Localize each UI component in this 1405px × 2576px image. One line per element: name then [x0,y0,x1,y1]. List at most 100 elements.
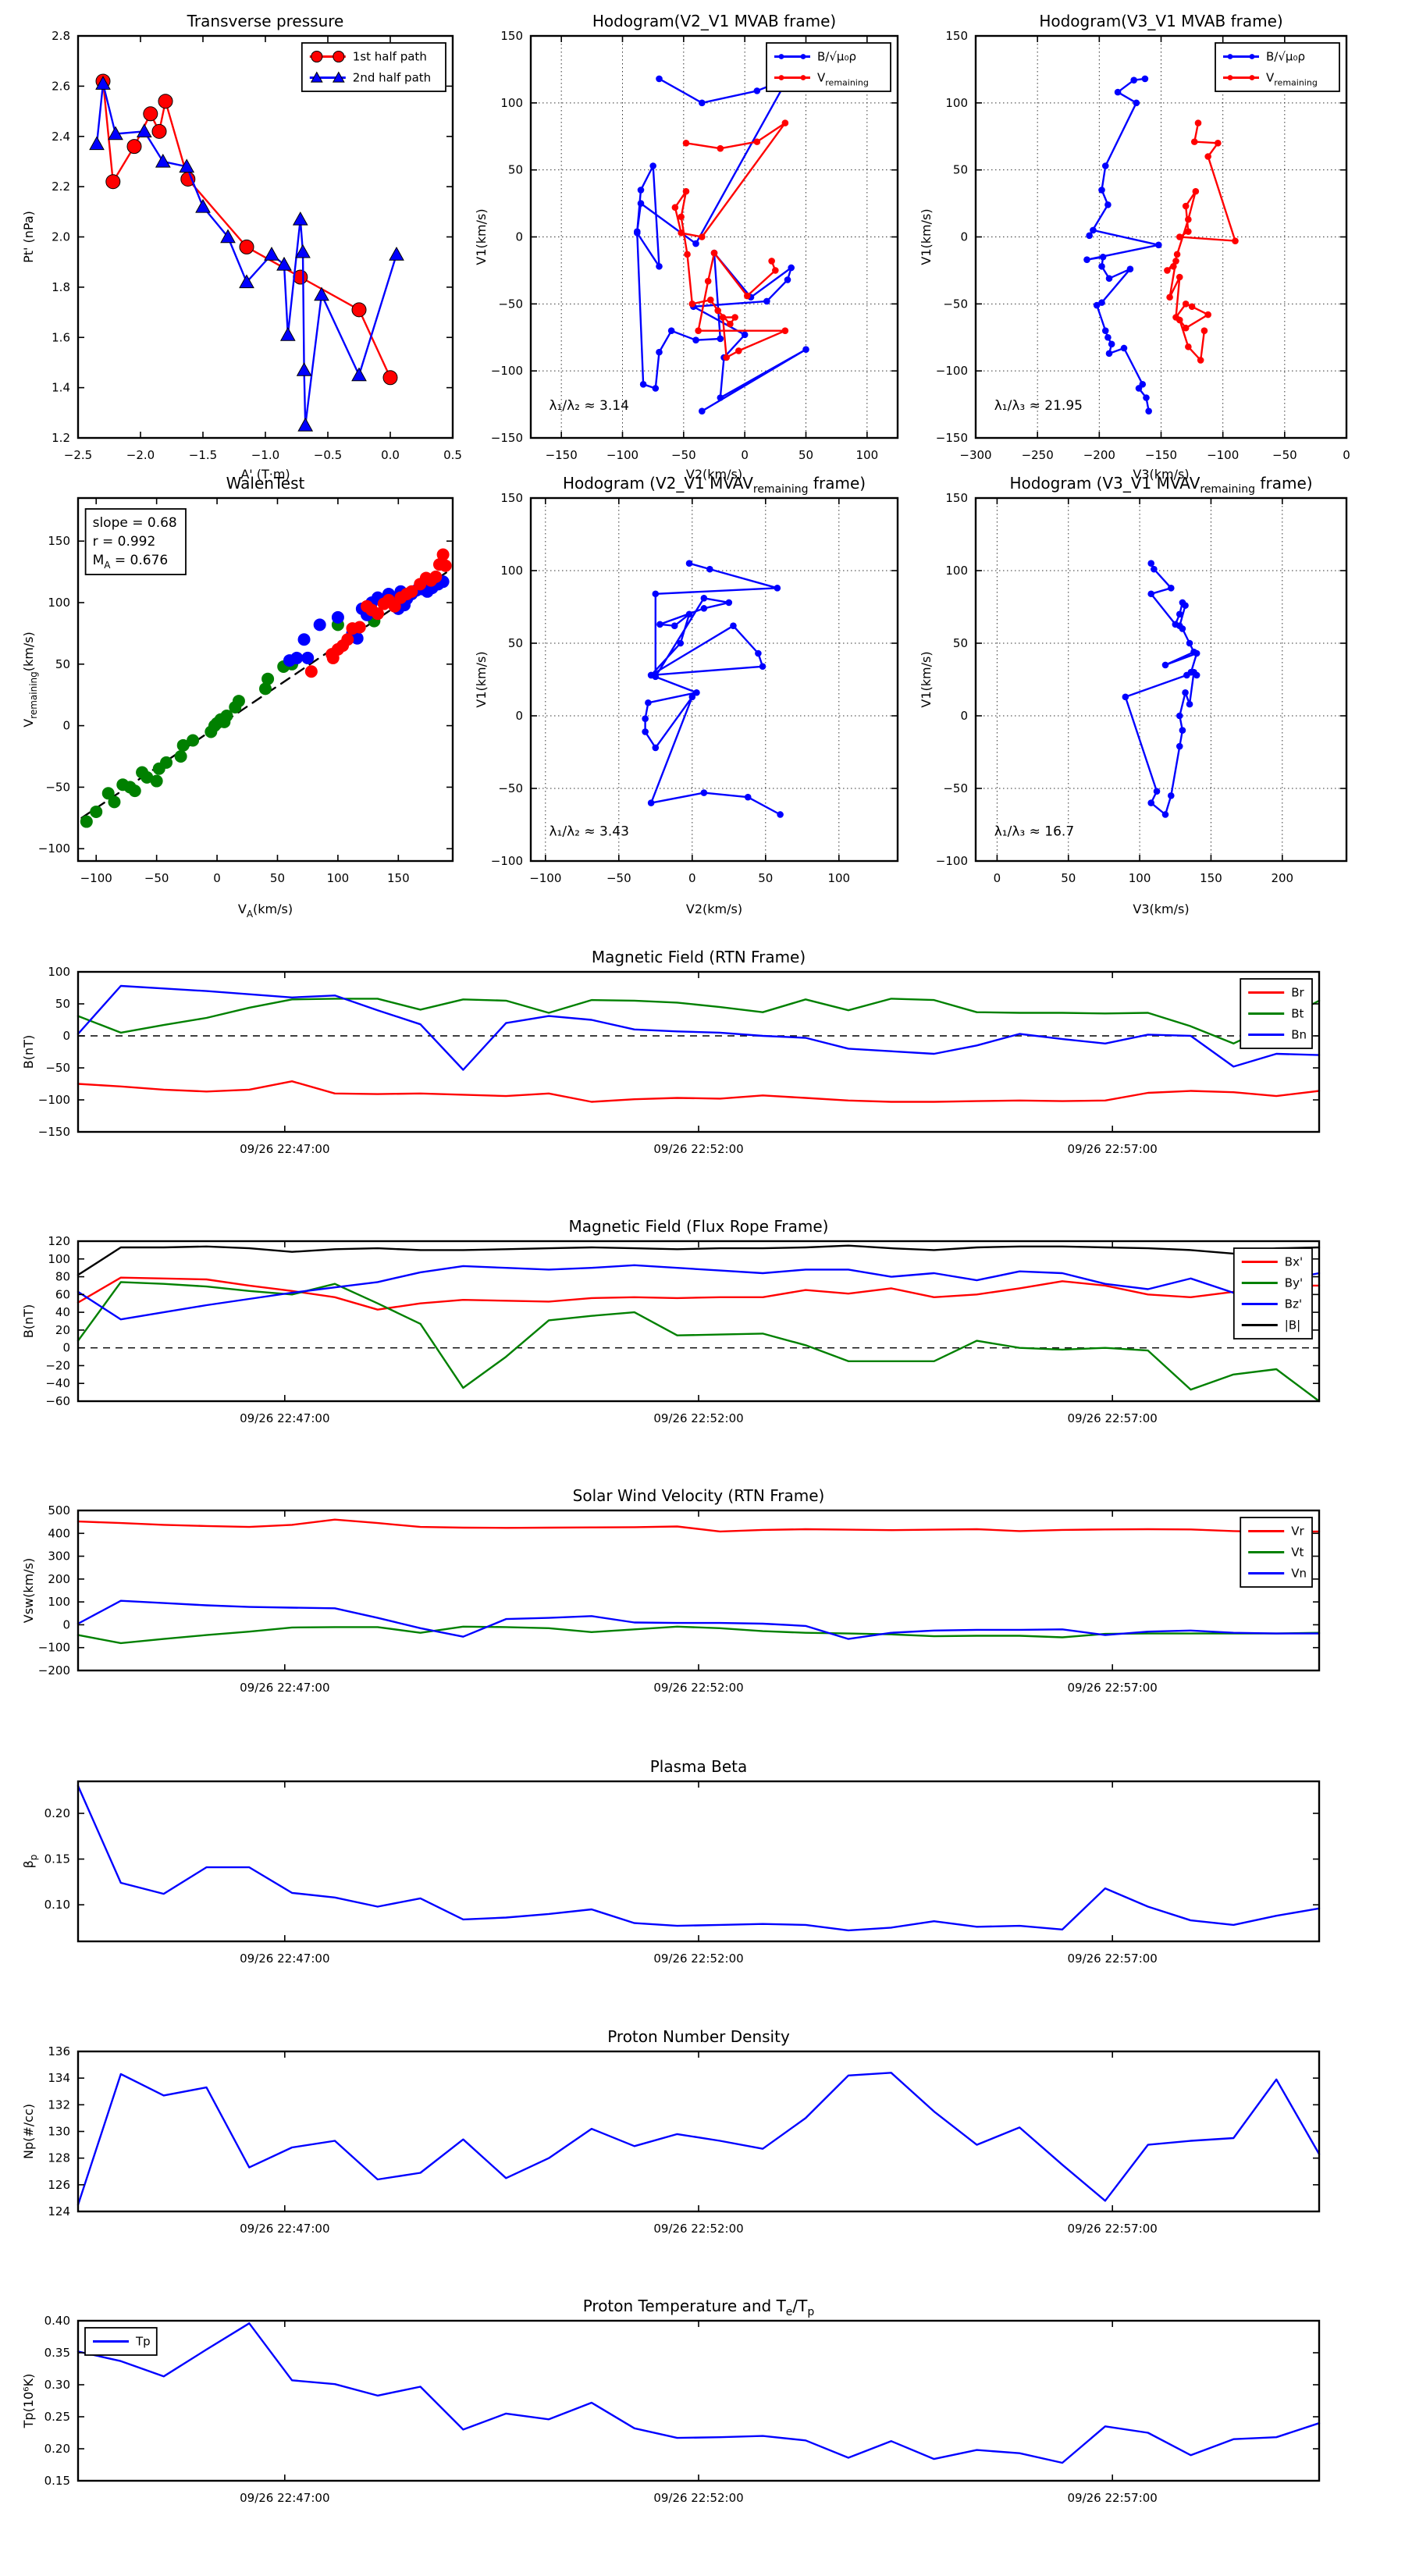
svg-text:−150: −150 [38,1125,70,1139]
svg-text:−150: −150 [491,431,523,445]
svg-text:−50: −50 [45,1061,70,1075]
svg-text:126: 126 [48,2178,70,2192]
svg-text:V3(km/s): V3(km/s) [1133,467,1189,482]
svg-text:0.35: 0.35 [44,2346,70,2360]
svg-text:100: 100 [48,596,70,610]
svg-text:09/26 22:47:00: 09/26 22:47:00 [240,1142,329,1156]
svg-text:Np(#/cc): Np(#/cc) [21,2104,36,2159]
svg-text:0.15: 0.15 [44,2474,70,2488]
svg-text:Hodogram(V2_V1 MVAB frame): Hodogram(V2_V1 MVAB frame) [592,12,836,30]
svg-text:0.0: 0.0 [381,448,400,462]
svg-text:Plasma Beta: Plasma Beta [650,1757,748,1776]
svg-text:Hodogram (V2_V1 MVAVremaining​: Hodogram (V2_V1 MVAVremaining​ frame) [563,474,866,496]
svg-text:136: 136 [48,2044,70,2058]
svg-text:0: 0 [62,1341,70,1355]
svg-text:WalenTest: WalenTest [226,474,305,493]
svg-text:B(nT): B(nT) [21,1304,36,1338]
svg-text:134: 134 [48,2071,70,2085]
svg-text:2.6: 2.6 [52,79,70,93]
svg-text:Vremaining​: Vremaining​ [1266,71,1318,88]
svg-text:−150: −150 [1145,448,1177,462]
svg-text:A' (T·m): A' (T·m) [240,467,290,482]
svg-text:0: 0 [1343,448,1350,462]
svg-text:−100: −100 [491,364,523,378]
svg-text:λ₁/λ₂ ≈ 3.14: λ₁/λ₂ ≈ 3.14 [550,398,629,414]
svg-text:2nd half path: 2nd half path [353,71,431,85]
svg-text:−50: −50 [671,448,696,462]
svg-text:−250: −250 [1022,448,1054,462]
svg-text:Vr: Vr [1291,1525,1304,1539]
svg-text:0.40: 0.40 [44,2314,70,2328]
svg-text:1.2: 1.2 [52,431,70,445]
svg-text:80: 80 [55,1270,70,1284]
svg-text:100: 100 [48,1252,70,1266]
svg-text:09/26 22:47:00: 09/26 22:47:00 [240,2491,329,2505]
svg-text:0.20: 0.20 [44,2442,70,2456]
svg-text:100: 100 [856,448,879,462]
svg-text:128: 128 [48,2151,70,2165]
svg-text:slope = 0.68: slope = 0.68 [93,515,177,531]
svg-text:200: 200 [48,1572,70,1586]
svg-text:−100: −100 [936,364,968,378]
svg-text:−150: −150 [546,448,578,462]
svg-text:0: 0 [62,1029,70,1043]
svg-text:50: 50 [1061,871,1076,885]
svg-text:Proton Number Density: Proton Number Density [607,2027,790,2046]
svg-text:50: 50 [270,871,285,885]
svg-text:Proton Temperature and Te​/Tp​: Proton Temperature and Te​/Tp​ [583,2297,815,2318]
svg-text:50: 50 [799,448,813,462]
svg-text:1.8: 1.8 [52,280,70,294]
svg-text:0: 0 [515,230,523,244]
svg-text:100: 100 [48,1595,70,1609]
chart-proton-temperature: 09/26 22:47:00 09/26 22:52:00 09/26 22:57:… [16,2296,1358,2522]
svg-text:150: 150 [500,29,523,43]
svg-text:Tp(10⁶K): Tp(10⁶K) [21,2374,36,2429]
svg-text:100: 100 [1129,871,1151,885]
svg-text:09/26 22:57:00: 09/26 22:57:00 [1067,1142,1157,1156]
chart-proton-number-density: 09/26 22:47:00 09/26 22:52:00 09/26 22:57:… [16,2026,1358,2253]
svg-text:Pt' (nPa): Pt' (nPa) [21,211,36,263]
svg-text:50: 50 [55,657,70,671]
chart-hodogram-v2v1-mvab: −150 −100 −50 0 50 100 −150 −100 −50 0 50 100 150 Hod… [468,5,913,493]
svg-text:124: 124 [48,2204,70,2218]
svg-text:100: 100 [945,564,968,578]
svg-text:09/26 22:47:00: 09/26 22:47:00 [240,1411,329,1425]
svg-text:λ₁/λ₂ ≈ 3.43: λ₁/λ₂ ≈ 3.43 [550,824,629,839]
svg-text:B(nT): B(nT) [21,1035,36,1069]
svg-text:Magnetic Field (Flux Rope Fram: Magnetic Field (Flux Rope Frame) [569,1217,829,1236]
svg-text:300: 300 [48,1550,70,1564]
chart-transverse-pressure: −2.5 −2.0 −1.5 −1.0 −0.5 0.0 0.5 1.2 1.4 1.6 1.8 2.… [16,5,468,493]
svg-text:09/26 22:47:00: 09/26 22:47:00 [240,1952,329,1966]
svg-text:50: 50 [953,636,968,650]
svg-text:0.10: 0.10 [44,1898,70,1912]
svg-text:Bx': Bx' [1285,1255,1303,1269]
svg-text:0: 0 [62,1617,70,1631]
svg-text:λ₁/λ₃ ≈ 21.95: λ₁/λ₃ ≈ 21.95 [994,398,1083,414]
svg-text:0: 0 [213,871,221,885]
svg-text:150: 150 [1200,871,1222,885]
svg-text:50: 50 [508,636,523,650]
svg-text:B/√μ₀ρ: B/√μ₀ρ [1266,50,1305,64]
svg-text:0.20: 0.20 [44,1806,70,1820]
svg-text:09/26 22:52:00: 09/26 22:52:00 [653,1142,743,1156]
svg-text:−1.5: −1.5 [189,448,217,462]
svg-text:100: 100 [500,564,523,578]
svg-text:−100: −100 [491,854,523,868]
svg-text:−150: −150 [936,431,968,445]
svg-text:120: 120 [48,1234,70,1248]
svg-text:V1(km/s): V1(km/s) [919,651,934,707]
svg-text:0: 0 [994,871,1001,885]
svg-text:09/26 22:47:00: 09/26 22:47:00 [240,1681,329,1695]
svg-text:2.2: 2.2 [52,180,70,194]
chart-magnetic-field-rtn: 09/26 22:47:00 09/26 22:52:00 09/26 22:57:… [16,947,1358,1173]
svg-text:1st half path: 1st half path [353,50,427,64]
svg-text:0: 0 [960,709,968,723]
svg-text:Hodogram(V3_V1 MVAB frame): Hodogram(V3_V1 MVAB frame) [1039,12,1282,30]
chart-solar-wind-velocity: 09/26 22:47:00 09/26 22:52:00 09/26 22:57:… [16,1485,1358,1712]
svg-text:Vremaining​: Vremaining​ [817,71,869,88]
svg-text:2.8: 2.8 [52,29,70,43]
svg-text:09/26 22:57:00: 09/26 22:57:00 [1067,1952,1157,1966]
svg-text:60: 60 [55,1287,70,1301]
svg-text:−100: −100 [529,871,561,885]
